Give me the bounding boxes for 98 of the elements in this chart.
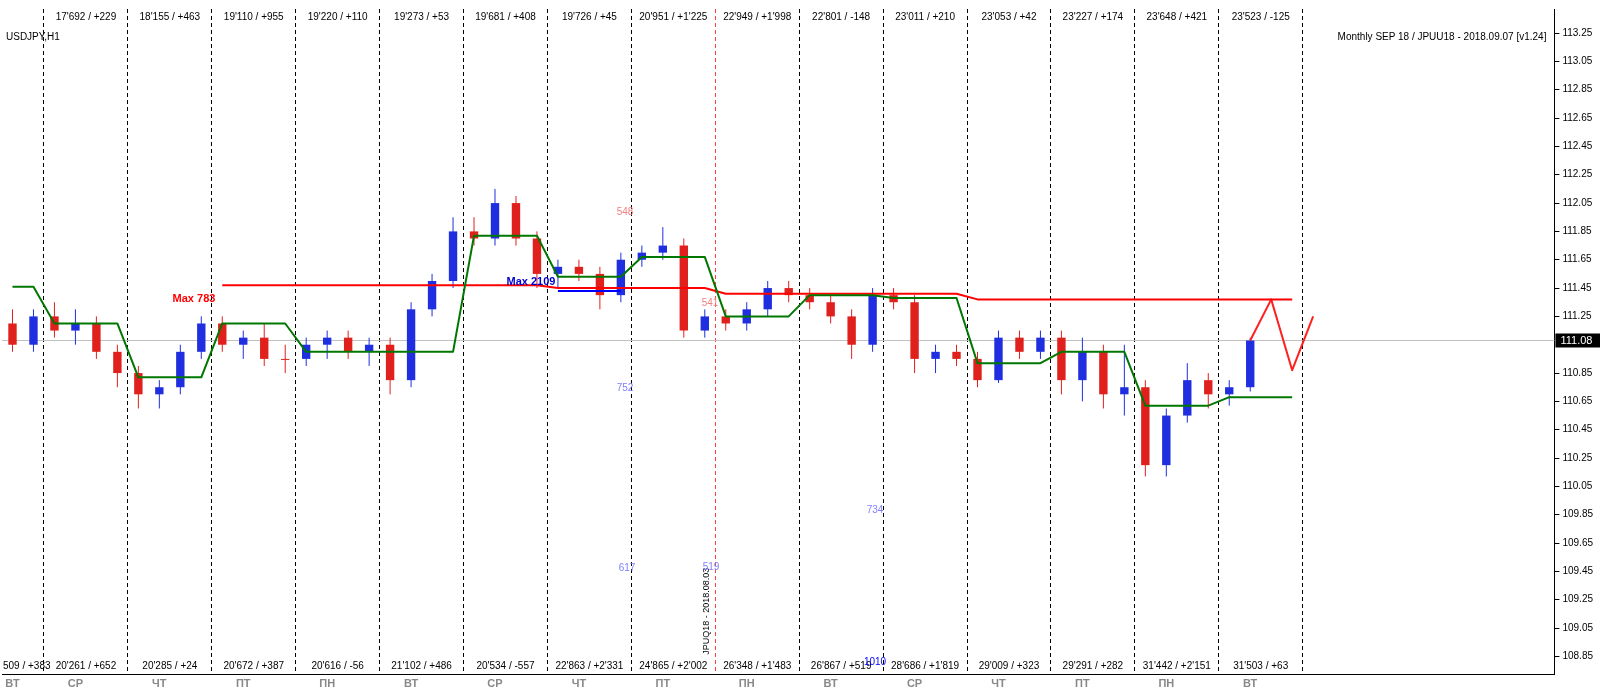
x-tick-label: ПТ (655, 677, 671, 690)
y-tick-label: 113.05 (1562, 55, 1593, 67)
candlestick (931, 344, 940, 374)
candlestick (239, 330, 248, 360)
annotation: 20'616 / -56 (311, 659, 365, 671)
y-tick-label: 111.45 (1562, 281, 1592, 293)
y-tick-label: 113.25 (1562, 26, 1593, 38)
x-tick-label: СР (906, 677, 923, 690)
annotation: 23'648 / +421 (1146, 10, 1208, 22)
candlestick (1204, 372, 1213, 409)
y-tick-label: 109.85 (1562, 508, 1594, 520)
annotation: USDJPY,H1 (6, 30, 61, 42)
annotation: 548 (616, 205, 634, 217)
y-tick-label: 109.45 (1562, 565, 1594, 577)
y-tick-label: 111.25 (1562, 310, 1592, 322)
x-tick-label: ПТ (1075, 677, 1090, 690)
annotation: 22'863 / +2'331 (555, 659, 624, 671)
x-tick-label: ЧТ (991, 677, 1006, 690)
annotation: Max 2109 (506, 275, 556, 288)
annotation: 18'155 / +463 (139, 10, 201, 22)
annotation: 541 (701, 296, 719, 308)
annotation: 31'503 / +63 (1233, 659, 1289, 671)
x-tick-label: ПН (1158, 677, 1175, 690)
candlestick (260, 322, 269, 367)
y-tick-label: 109.65 (1562, 536, 1594, 548)
candlestick (952, 344, 961, 367)
candlestick (973, 351, 982, 388)
y-tick-label: 111.85 (1562, 225, 1592, 237)
text: Monthly SEP 18 / JPUU18 - 2018.09.07 [v1.24] (1337, 30, 1547, 42)
annotation: 20'534 / -557 (476, 659, 535, 671)
y-tick-label: 109.05 (1562, 621, 1594, 633)
annotation: 19'273 / +53 (394, 10, 450, 22)
annotation: 20'285 / +24 (142, 659, 198, 671)
annotation: 21'102 / +486 (391, 659, 453, 671)
annotation: 20'261 / +652 (55, 659, 117, 671)
annotation: 23'053 / +42 (981, 10, 1037, 22)
candlestick (1015, 330, 1024, 360)
y-tick-label: 111.65 (1562, 253, 1592, 265)
y-tick-label: 112.05 (1562, 196, 1593, 208)
candlestick (155, 379, 164, 409)
y-tick-label: 110.45 (1562, 423, 1593, 435)
candlestick (574, 259, 584, 282)
x-tick-label: ВТ (1243, 677, 1258, 690)
candlestick (1120, 344, 1129, 417)
annotation: 29'009 / +323 (978, 659, 1040, 671)
y-tick-label: 112.65 (1562, 111, 1593, 123)
annotation: 26'348 / +1'483 (723, 659, 792, 671)
annotation: 19'681 / +408 (475, 10, 537, 22)
candlestick (322, 330, 332, 360)
y-tick-label: 110.05 (1562, 480, 1593, 492)
ref-line-label: 111.08 (1560, 333, 1593, 346)
x-tick-label: ПН (738, 677, 755, 690)
annotation: Max 783 (172, 292, 216, 305)
candlestick (113, 344, 122, 388)
annotation: 734 (866, 503, 884, 515)
annotation: 752 (616, 381, 634, 393)
annotation: 20'951 / +1'225 (639, 10, 708, 22)
annotation: 23'227 / +174 (1062, 10, 1124, 22)
annotation: 22'801 / -148 (812, 10, 871, 22)
candlestick (700, 308, 709, 339)
candlestick (826, 294, 835, 324)
x-tick-label: ВТ (823, 677, 839, 690)
annotation: 29'291 / +282 (1062, 659, 1124, 671)
annotation: 31'442 / +2'151 (1142, 659, 1212, 671)
annotation: 24'865 / +2'002 (639, 659, 708, 671)
x-tick-label: ПТ (235, 677, 251, 690)
x-tick-label: СР (67, 677, 84, 690)
x-tick-label: ВТ (403, 677, 419, 690)
x-tick-label: ЧТ (152, 677, 167, 690)
annotation: 23'523 / -125 (1231, 10, 1291, 22)
candlestick (134, 365, 143, 409)
annotation: 19'220 / +110 (307, 10, 369, 22)
annotation: 617 (618, 561, 636, 573)
y-tick-label: 108.85 (1562, 650, 1594, 662)
x-tick-label: СР (487, 677, 503, 690)
annotation: 23'011 / +210 (895, 10, 956, 22)
y-tick-label: 110.65 (1562, 395, 1593, 407)
y-tick-label: 112.25 (1562, 168, 1593, 180)
candlestick (281, 344, 290, 374)
candlestick (1036, 330, 1045, 360)
candlestick (1225, 379, 1234, 407)
y-tick-label: 112.45 (1562, 140, 1593, 152)
annotation: 17'692 / +229 (55, 10, 117, 22)
annotation: 19'726 / +45 (561, 10, 618, 22)
y-tick-label: 109.25 (1562, 593, 1594, 605)
x-tick-label: ВТ (5, 677, 20, 690)
candlestick (71, 308, 80, 346)
candlestick (8, 308, 17, 353)
annotation: 22'949 / +1'998 (723, 10, 792, 22)
x-tick-label: ПН (319, 677, 336, 690)
annotation: 28'686 / +1'819 (891, 659, 960, 671)
annotation: 20'672 / +387 (223, 659, 285, 671)
y-tick-label: 110.25 (1562, 451, 1593, 463)
annotation: 19'110 / +955 (223, 10, 285, 22)
y-tick-label: 112.85 (1562, 83, 1593, 95)
candlestick (658, 226, 668, 261)
x-tick-label: ЧТ (571, 677, 587, 690)
y-tick-label: 110.85 (1562, 366, 1593, 378)
